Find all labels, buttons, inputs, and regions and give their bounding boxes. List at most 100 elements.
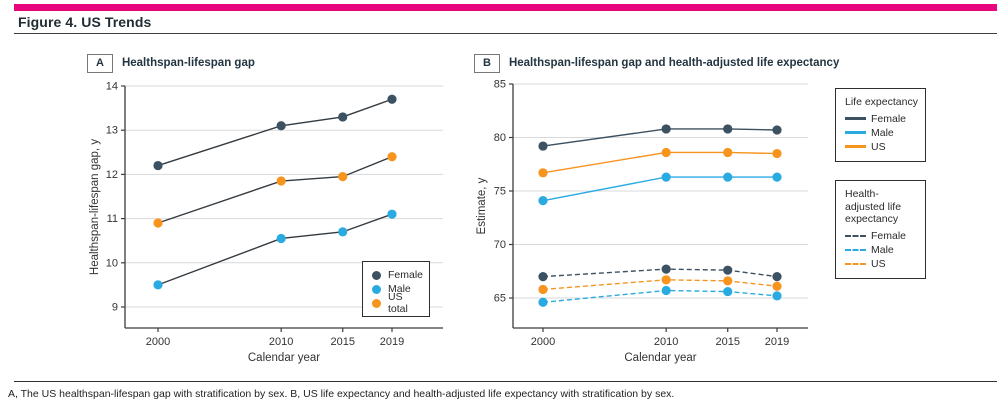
x-tick-label: 2019 — [765, 336, 789, 348]
legend-title: Health-adjusted life expectancy — [845, 188, 902, 225]
y-tick-label: 13 — [106, 125, 118, 137]
legend-title: Life expectancy — [845, 96, 918, 108]
legend-item-label: Male — [871, 243, 894, 256]
legend-marker-dashed-line — [845, 262, 866, 265]
data-point-female-2015 — [723, 265, 733, 275]
data-point-female-2015 — [723, 124, 733, 134]
panel-b-chart: 65 70 75 80 85 2000 2010 2015 2019 Calendar year E… — [476, 79, 808, 364]
legend-item-label: Female — [388, 269, 424, 281]
legend-item-us-total: US total — [372, 291, 423, 315]
legend-item-us: US — [845, 257, 918, 271]
data-point-male-2010 — [276, 233, 286, 244]
series-line-male — [542, 176, 777, 202]
data-point-us-total-2019 — [387, 152, 397, 162]
data-point-female-2010 — [276, 121, 286, 131]
series-line-female — [157, 98, 393, 167]
x-tick-label: 2010 — [654, 336, 678, 348]
y-tick-label: 14 — [106, 81, 118, 93]
y-tick-label: 11 — [107, 213, 118, 225]
legend-item-label: Female — [871, 229, 907, 242]
title-divider — [14, 33, 997, 34]
y-tick-label: 70 — [494, 239, 506, 251]
panel-a-legend: Female Male US total — [362, 261, 430, 317]
data-point-us-total-2000 — [153, 218, 163, 228]
legend-marker-line — [845, 145, 866, 148]
legend-item-female: Female — [845, 229, 918, 243]
legend-item-label: Male — [388, 283, 411, 295]
data-point-us-total-2010 — [276, 176, 286, 186]
data-point-female-2000 — [153, 160, 163, 171]
data-point-female-2010 — [661, 124, 671, 134]
legend-marker-line — [845, 131, 866, 134]
legend-item-male: Male — [845, 243, 918, 257]
y-tick-label: 80 — [494, 132, 506, 144]
data-point-male-2015 — [338, 227, 348, 237]
panel-b-legend-life-expectancy: Life expectancy Female Male US — [835, 88, 926, 162]
data-point-male-2015 — [723, 172, 733, 182]
x-tick-label: 2000 — [146, 336, 170, 348]
x-tick-label: 2015 — [715, 336, 739, 348]
data-point-us-2019 — [772, 148, 782, 159]
accent-bar — [14, 4, 997, 11]
caption-divider — [14, 381, 997, 382]
x-tick-label: 2015 — [330, 336, 354, 348]
panel-b-header: B Healthspan-lifespan gap and health-adj… — [474, 53, 839, 73]
legend-item-label: US total — [388, 291, 408, 315]
legend-item-label: Female — [871, 112, 907, 125]
series-line-female — [542, 128, 778, 147]
series-line-us — [542, 151, 778, 174]
data-point-male-2019 — [772, 291, 782, 301]
legend-marker-dot — [372, 270, 381, 280]
data-point-us-2000 — [538, 168, 548, 178]
y-tick-label: 12 — [106, 169, 118, 181]
data-point-us-2010 — [661, 147, 671, 158]
data-point-us-2010 — [661, 275, 671, 285]
data-point-us-total-2015 — [338, 172, 348, 182]
legend-marker-dot — [372, 298, 381, 308]
series-line-female — [542, 268, 778, 278]
data-point-male-2010 — [661, 172, 671, 182]
data-point-male-2019 — [387, 209, 397, 219]
series-line-male — [542, 289, 778, 303]
x-tick-label: 2019 — [380, 336, 404, 348]
panel-b-legend-health-adjusted: Health-adjusted life expectancy Female Mal… — [835, 180, 926, 279]
y-axis-title: Healthspan-lifespan gap, y — [89, 139, 101, 275]
y-tick-label: 10 — [106, 257, 118, 269]
y-tick-label: 65 — [494, 293, 506, 305]
x-tick-label: 2010 — [269, 336, 293, 348]
x-axis-title: Calendar year — [248, 352, 320, 364]
data-point-us-2015 — [723, 276, 733, 286]
legend-item-us: US — [845, 140, 918, 154]
data-point-female-2000 — [538, 141, 548, 151]
x-axis-title: Calendar year — [624, 352, 696, 364]
series-line-us — [542, 279, 778, 291]
panel-a-header: A Healthspan-lifespan gap — [87, 53, 255, 73]
legend-item-female: Female — [372, 268, 423, 282]
data-point-female-2010 — [661, 264, 671, 274]
y-tick-label: 9 — [112, 302, 118, 314]
data-point-male-2010 — [661, 285, 671, 296]
data-point-us-2019 — [772, 281, 782, 291]
figure-caption: A, The US healthspan-lifespan gap with s… — [8, 388, 675, 400]
panel-a-badge: A — [87, 53, 113, 73]
legend-item-female: Female — [845, 112, 918, 126]
legend-item-label: Male — [871, 126, 894, 139]
data-point-female-2019 — [772, 125, 782, 135]
legend-item-label: US — [871, 257, 886, 270]
data-point-us-2000 — [538, 284, 548, 295]
data-point-female-2015 — [338, 112, 348, 122]
data-point-female-2019 — [772, 272, 782, 282]
panel-b-title: Healthspan-lifespan gap and health-adjus… — [508, 57, 840, 69]
panel-a-chart: 9 10 11 12 13 14 2000 2010 2015 2019 Calendar year… — [89, 81, 443, 364]
legend-item-label: US — [871, 140, 886, 153]
x-tick-label: 2000 — [531, 336, 555, 348]
data-point-female-2019 — [387, 94, 397, 104]
y-axis-title: Estimate, y — [476, 177, 488, 234]
legend-marker-dashed-line — [845, 248, 866, 251]
series-line-male — [157, 213, 393, 286]
data-point-male-2019 — [772, 172, 782, 182]
figure-title: Figure 4. US Trends — [18, 14, 152, 30]
y-tick-label: 75 — [494, 186, 506, 198]
data-point-male-2015 — [723, 286, 733, 297]
